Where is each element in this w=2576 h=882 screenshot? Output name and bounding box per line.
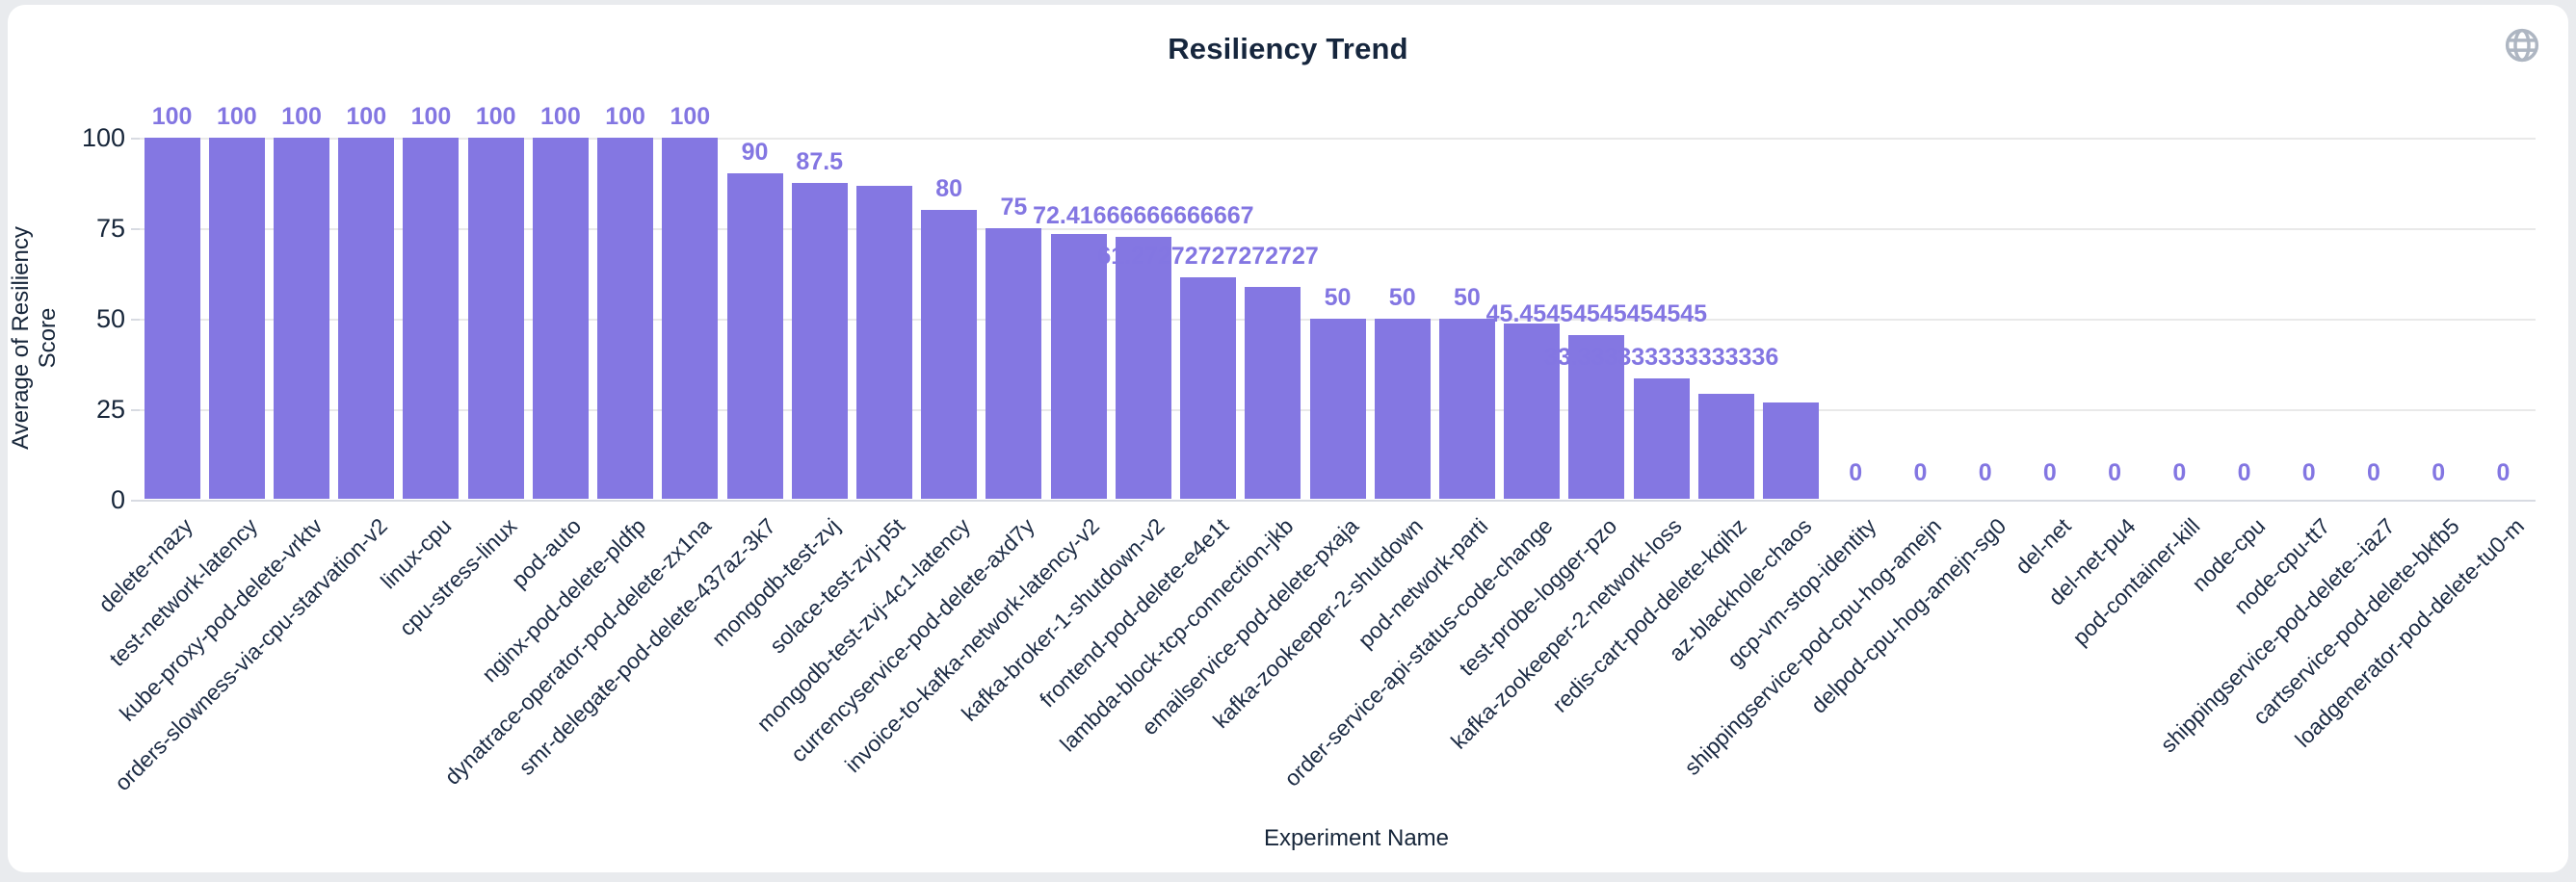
bar-solace-test-zvj-p5t[interactable] xyxy=(855,185,912,500)
x-tick-label: cpu-stress-linux xyxy=(393,512,522,640)
y-tick-label: 0 xyxy=(110,484,125,514)
bar-pod-auto[interactable] xyxy=(532,137,589,500)
bar-test-probe-logger-pzo[interactable] xyxy=(1568,334,1625,500)
bar-value-label: 61.27272727272727 xyxy=(1097,243,1319,271)
bar-redis-cart-pod-delete-kqihz[interactable] xyxy=(1697,394,1754,500)
bar-cpu-stress-linux[interactable] xyxy=(467,137,524,500)
y-tick-label: 100 xyxy=(81,122,125,152)
y-tick-mark xyxy=(131,408,140,411)
bar-value-label: 100 xyxy=(410,102,452,130)
chart-title: Resiliency Trend xyxy=(1168,32,1408,65)
bar-dynatrace-operator-pod-delete-zx1na[interactable] xyxy=(662,137,719,500)
bar-value-label: 33.333333333333336 xyxy=(1543,344,1779,372)
x-axis-title: Experiment Name xyxy=(1263,825,1450,851)
bar-value-label: 0 xyxy=(2237,458,2251,486)
bar-value-label: 100 xyxy=(281,102,322,130)
gridline-y100 xyxy=(140,137,2536,140)
bar-value-label: 100 xyxy=(151,102,193,130)
bar-kafka-zookeeper-2-network-loss[interactable] xyxy=(1633,378,1690,500)
bar-value-label: 50 xyxy=(1388,283,1416,311)
bar-delete-rnazy[interactable] xyxy=(144,137,200,500)
y-tick-mark xyxy=(131,499,140,502)
bar-value-label: 0 xyxy=(2042,458,2057,486)
bar-mongodb-test-zvj-4c1-latency[interactable] xyxy=(921,209,978,500)
bar-kafka-broker-1-shutdown-v2[interactable] xyxy=(1115,237,1171,500)
bar-value-label: 87.5 xyxy=(796,147,844,175)
bar-currencyservice-pod-delete-axd7y[interactable] xyxy=(986,227,1042,500)
bar-value-label: 100 xyxy=(475,102,516,130)
y-tick-mark xyxy=(131,227,140,230)
bar-value-label: 50 xyxy=(1324,283,1352,311)
bar-smr-delegate-pod-delete-437az-3k7[interactable] xyxy=(726,173,783,500)
bar-value-label: 0 xyxy=(2496,458,2510,486)
globe-icon[interactable] xyxy=(2503,26,2541,65)
bar-test-network-latency[interactable] xyxy=(208,137,265,500)
bar-value-label: 0 xyxy=(2367,458,2380,486)
bar-value-label: 0 xyxy=(2431,458,2446,486)
bar-value-label: 0 xyxy=(1913,458,1928,486)
bar-value-label: 100 xyxy=(605,102,645,130)
bar-frontend-pod-delete-e4e1t[interactable] xyxy=(1180,277,1237,500)
bar-nginx-pod-delete-pldfp[interactable] xyxy=(597,137,654,500)
bar-linux-cpu[interactable] xyxy=(403,137,460,500)
bar-value-label: 75 xyxy=(1000,193,1028,220)
gridline-y75 xyxy=(140,227,2536,230)
x-axis-line xyxy=(140,499,2536,502)
bar-value-label: 45.45454545454545 xyxy=(1485,299,1708,327)
bar-value-label: 0 xyxy=(2172,458,2187,486)
bar-value-label: 0 xyxy=(2301,458,2316,486)
y-tick-mark xyxy=(131,137,140,140)
y-tick-label: 75 xyxy=(95,213,125,243)
bar-mongodb-test-zvj[interactable] xyxy=(791,182,848,500)
bar-value-label: 72.41666666666667 xyxy=(1033,202,1254,230)
bar-orders-slowness-via-cpu-starvation-v2[interactable] xyxy=(338,137,395,500)
bar-value-label: 100 xyxy=(346,102,387,130)
bar-lambda-block-tcp-connection-jkb[interactable] xyxy=(1245,286,1301,500)
bar-value-label: 50 xyxy=(1454,283,1481,311)
chart-card: Resiliency Trend Average of Resiliency S… xyxy=(8,5,2568,872)
bar-order-service-api-status-code-change[interactable] xyxy=(1504,323,1561,500)
x-tick-label: shippingservice-pod-delete--iaz7 xyxy=(2154,512,2400,757)
bar-value-label: 90 xyxy=(741,139,769,167)
bar-emailservice-pod-delete-pxaja[interactable] xyxy=(1309,318,1366,500)
bar-value-label: 0 xyxy=(1978,458,1992,486)
bar-value-label: 80 xyxy=(935,174,963,202)
bar-value-label: 0 xyxy=(2108,458,2122,486)
bar-invoice-to-kafka-network-latency-v2[interactable] xyxy=(1050,234,1107,500)
bar-value-label: 100 xyxy=(670,102,711,130)
y-tick-mark xyxy=(131,318,140,321)
bar-pod-network-parti[interactable] xyxy=(1438,318,1495,500)
y-tick-label: 50 xyxy=(95,303,125,333)
x-tick-label: lambda-block-tcp-connection-jkb xyxy=(1055,512,1299,757)
bar-kube-proxy-pod-delete-vrktv[interactable] xyxy=(274,137,330,500)
y-tick-label: 25 xyxy=(95,394,125,424)
bar-value-label: 100 xyxy=(540,102,581,130)
bar-value-label: 100 xyxy=(216,102,257,130)
bar-az-blackhole-chaos[interactable] xyxy=(1763,402,1819,500)
bar-value-label: 0 xyxy=(1849,458,1863,486)
bar-kafka-zookeeper-2-shutdown[interactable] xyxy=(1374,318,1431,500)
